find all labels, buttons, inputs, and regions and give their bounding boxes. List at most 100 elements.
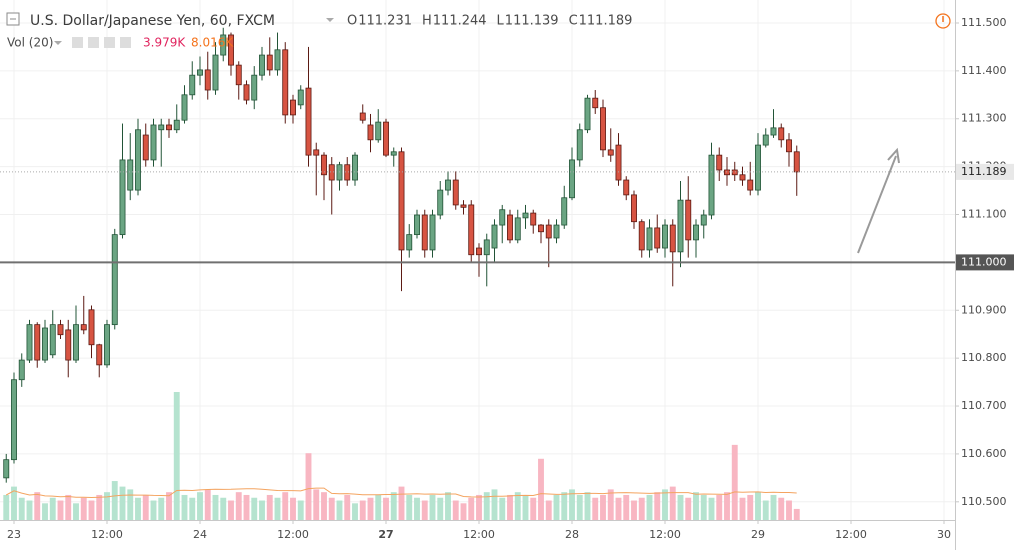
volume-bar [390, 492, 397, 520]
ohlc-key: C [569, 14, 578, 29]
volume-more[interactable] [120, 37, 131, 48]
candle-body [685, 199, 692, 241]
candle-body [452, 179, 459, 206]
volume-bar [499, 497, 506, 520]
candle-body [282, 49, 289, 116]
candle-body [375, 121, 382, 141]
candle-body [786, 139, 792, 153]
candle-body [747, 179, 754, 191]
volume-bar [197, 492, 203, 520]
volume-bar [708, 497, 715, 520]
volume-bar [522, 494, 529, 520]
trend-arrow [857, 155, 897, 254]
candle-body [259, 54, 265, 76]
candle-body [553, 224, 560, 239]
volume-bar [460, 503, 467, 520]
candle-body [73, 324, 79, 361]
candle-body [158, 124, 165, 131]
volume-bar [313, 489, 320, 520]
candle-body [328, 164, 335, 181]
grid [0, 0, 955, 520]
y-tick-label: 111.100 [961, 208, 1007, 221]
volume-bar [57, 500, 64, 520]
candle-body [654, 227, 661, 249]
volume-bar [266, 494, 273, 520]
candle-body [197, 69, 203, 76]
ohlc-key: O [347, 14, 357, 29]
volume-eye[interactable] [72, 37, 83, 48]
candle-body [646, 227, 653, 251]
volume-bar [127, 489, 134, 520]
candle-body [42, 327, 48, 361]
volume-bar [468, 497, 475, 520]
volume-bar [204, 489, 211, 520]
volume-bar [700, 494, 707, 520]
title-menu[interactable] [326, 18, 334, 22]
volume-bar [321, 492, 327, 520]
volume-settings[interactable] [88, 37, 99, 48]
y-tick-label: 110.900 [961, 303, 1007, 316]
volume-bar [359, 500, 366, 520]
x-tick-label: 24 [193, 528, 207, 541]
volume-bar [73, 503, 79, 520]
volume-bar [49, 497, 56, 520]
candle-body [3, 459, 10, 479]
candle-body [235, 64, 242, 86]
candle-body [26, 324, 33, 361]
volume-menu[interactable] [54, 41, 62, 45]
volume-bar [65, 494, 72, 520]
candle-body [530, 212, 537, 226]
candle-body [414, 214, 420, 236]
candles [3, 27, 800, 483]
candle-body [204, 69, 211, 91]
candle-body [460, 204, 467, 208]
volume-bar [367, 497, 374, 520]
volume-bar [228, 500, 234, 520]
volume-bar [251, 497, 258, 520]
volume-bar [111, 481, 118, 520]
volume-bar [778, 497, 785, 520]
candle-body [545, 224, 552, 239]
x-tick-label: 23 [7, 528, 21, 541]
volume-bar [220, 497, 227, 520]
y-tick-label: 110.600 [961, 447, 1007, 460]
y-tick-label: 110.500 [961, 495, 1007, 508]
candle-body [228, 34, 234, 66]
volume-bar [638, 497, 645, 520]
candle-body [483, 239, 490, 256]
candle-body [321, 154, 327, 176]
candle-body [600, 107, 606, 151]
x-tick-label: 12:00 [91, 528, 123, 541]
trend-arrow-head [887, 147, 900, 164]
last-price-label: 111.189 [961, 165, 1007, 178]
candle-body [716, 154, 723, 171]
candle-body [476, 247, 482, 256]
y-tick-label: 110.700 [961, 399, 1007, 412]
candle-body [290, 99, 296, 116]
volume-bar [181, 494, 188, 520]
alert-icon[interactable] [935, 13, 951, 29]
volume-bar [483, 492, 490, 520]
candle-body [344, 164, 351, 181]
candle-body [305, 87, 312, 156]
volume-bar [429, 494, 436, 520]
volume-bar [96, 494, 103, 520]
last-price-box [956, 163, 1014, 180]
candle-body [367, 124, 374, 141]
candle-body [669, 224, 676, 253]
volume-add[interactable] [104, 37, 115, 48]
candle-body [569, 159, 575, 199]
candle-body [212, 54, 219, 91]
volume-bar [514, 492, 521, 520]
x-tick-label: 28 [565, 528, 579, 541]
volume-bar [142, 494, 149, 520]
candle-body [406, 234, 413, 251]
volume-bar [530, 497, 537, 520]
volume-bar [584, 492, 591, 520]
candle-body [755, 144, 761, 191]
candle-body [507, 214, 513, 241]
candle-body [251, 74, 258, 101]
volume-bar [716, 494, 723, 520]
candle-body [57, 324, 64, 336]
